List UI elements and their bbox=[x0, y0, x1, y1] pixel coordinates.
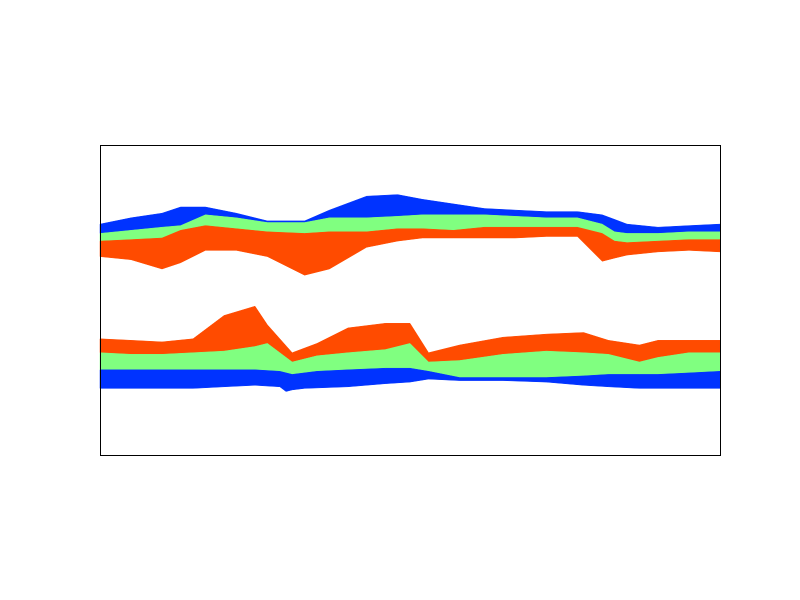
band-lower-outer bbox=[99, 367, 721, 392]
plot-frame bbox=[100, 145, 721, 456]
band-layer bbox=[99, 194, 721, 392]
